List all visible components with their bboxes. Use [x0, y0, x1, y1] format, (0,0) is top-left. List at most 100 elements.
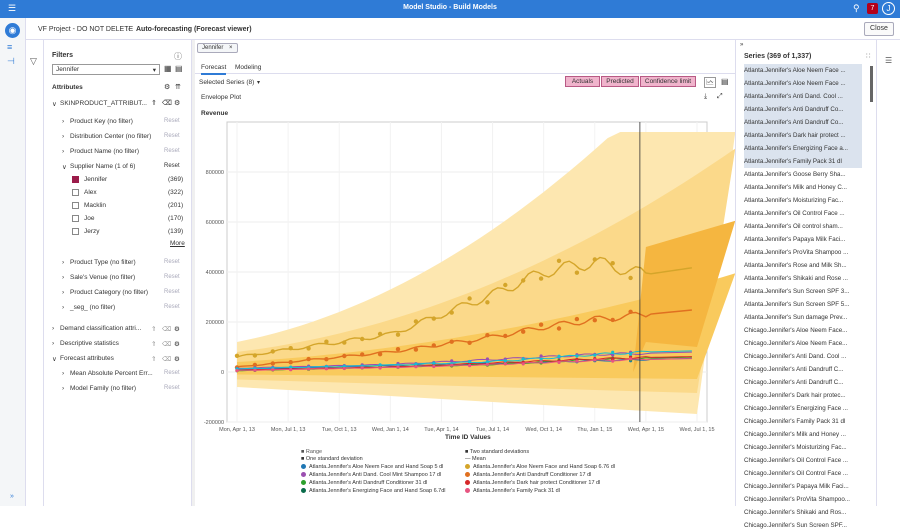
filter-supplier-name[interactable]: Supplier Name (1 of 6) — [70, 163, 136, 170]
series-list-item[interactable]: Atlanta.Jennifer's Goose Berry Sha... — [744, 171, 846, 178]
checkbox[interactable] — [72, 215, 79, 222]
search-icon[interactable]: ⚲ — [853, 3, 860, 13]
supplier-option[interactable]: Alex — [72, 189, 97, 196]
series-list-item[interactable]: Chicago.Jennifer's Sun Screen SPF... — [744, 522, 847, 529]
selected-series-dropdown[interactable]: Selected Series (8) — [199, 79, 255, 86]
legend-item[interactable]: Atlanta.Jennifer's Dark hair protect Con… — [465, 480, 600, 486]
scrollbar[interactable] — [870, 66, 873, 102]
reset-link[interactable]: Reset — [164, 370, 180, 376]
legend-item[interactable]: Atlanta.Jennifer's Anti Dand. Cool Mint … — [301, 472, 441, 478]
chevron-right-icon[interactable]: › — [62, 289, 65, 296]
reset-link[interactable]: Reset — [164, 385, 180, 391]
chevron-down-icon[interactable]: ∨ — [52, 356, 57, 363]
series-list-item[interactable]: Atlanta.Jennifer's Shikaki and Rose ... — [744, 275, 849, 282]
chart-type-icon[interactable]: 🗠 — [704, 77, 717, 88]
tab-modeling[interactable]: Modeling — [235, 64, 262, 71]
more-link[interactable]: More — [170, 240, 185, 247]
filter-item[interactable]: Distribution Center (no filter) — [70, 133, 152, 140]
move-up-icon[interactable]: ⇑ — [151, 341, 157, 348]
reset-link[interactable]: Reset — [164, 259, 180, 265]
series-list-item[interactable]: Atlanta.Jennifer's ProVita Shampoo ... — [744, 249, 849, 256]
chevron-right-icon[interactable]: › — [62, 259, 65, 266]
legend-item[interactable]: Atlanta.Jennifer's Aloe Neem Face and Ha… — [465, 464, 615, 470]
chevron-right-icon[interactable]: › — [62, 304, 65, 311]
series-list-item[interactable]: Atlanta.Jennifer's Sun Screen SPF 3... — [744, 288, 850, 295]
filter-item[interactable]: Model Family (no filter) — [70, 385, 137, 392]
settings-icon[interactable]: ⚙ — [174, 326, 180, 333]
settings-icon[interactable]: ⚙ — [174, 341, 180, 348]
series-list-item[interactable]: Atlanta.Jennifer's Moisturizing Fac... — [744, 197, 844, 204]
series-list-item[interactable]: Atlanta.Jennifer's Energizing Face a... — [744, 142, 862, 155]
grid-icon[interactable]: ∷ — [866, 53, 871, 60]
data-icon[interactable]: ◉ — [5, 23, 20, 38]
series-list-item[interactable]: Chicago.Jennifer's Dark hair protec... — [744, 392, 846, 399]
supplier-option[interactable]: Macklin — [72, 202, 106, 209]
attribute-group[interactable]: Demand classification attri... — [60, 325, 142, 332]
series-list-item[interactable]: Atlanta.Jennifer's Rose and Milk Sh... — [744, 262, 847, 269]
settings-icon[interactable]: ⚙ — [174, 356, 180, 363]
chevron-right-icon[interactable]: › — [62, 148, 65, 155]
checkbox[interactable] — [72, 176, 79, 183]
legend-item[interactable]: Atlanta.Jennifer's Aloe Neem Face and Ha… — [301, 464, 443, 470]
series-list-item[interactable]: Atlanta.Jennifer's Sun Screen SPF 5... — [744, 301, 850, 308]
move-up-icon[interactable]: ⇑ — [151, 100, 157, 107]
close-icon[interactable]: × — [229, 45, 233, 51]
series-list-item[interactable]: Chicago.Jennifer's Aloe Neem Face... — [744, 327, 848, 334]
maximize-icon[interactable]: ⤢ — [717, 93, 723, 100]
series-1[interactable] — [234, 309, 692, 370]
chevron-right-icon[interactable]: › — [52, 325, 55, 332]
chevron-right-icon[interactable]: › — [62, 274, 65, 281]
confidence-limit-pill[interactable]: Confidence limit — [640, 76, 696, 87]
series-list-item[interactable]: Chicago.Jennifer's Shikaki and Ros... — [744, 509, 847, 516]
model-icon[interactable]: ⊣ — [7, 56, 15, 66]
chart-options-icon[interactable]: ▤ — [721, 77, 729, 86]
series-list-item[interactable]: Chicago.Jennifer's Moisturizing Fac... — [744, 444, 847, 451]
supplier-option[interactable]: Joe — [72, 215, 94, 222]
clear-icon[interactable]: ⌫ — [162, 100, 172, 107]
supplier-option[interactable]: Jerzy — [72, 228, 100, 235]
filter-item[interactable]: Product Key (no filter) — [70, 118, 133, 125]
clear-icon[interactable]: ⌫ — [162, 326, 172, 333]
series-list-item[interactable]: Atlanta.Jennifer's Papaya Milk Faci... — [744, 236, 846, 243]
series-list-item[interactable]: Atlanta.Jennifer's Aloe Neem Face ... — [744, 77, 862, 90]
group-skinproduct[interactable]: SKINPRODUCT_ATTRIBUT... — [60, 100, 147, 107]
filter-item[interactable]: Product Name (no filter) — [70, 148, 139, 155]
series-list-item[interactable]: Chicago.Jennifer's Oil Control Face ... — [744, 457, 849, 464]
attribute-group[interactable]: Descriptive statistics — [60, 340, 119, 347]
legend-item[interactable]: Atlanta.Jennifer's Anti Dandruff Conditi… — [465, 472, 591, 478]
close-button[interactable]: Close — [864, 22, 894, 36]
series-list-item[interactable]: Atlanta.Jennifer's Sun damage Prev... — [744, 314, 848, 321]
filter-select[interactable]: Jennifer ▾ — [52, 64, 160, 75]
filter-item[interactable]: _seg_ (no filter) — [70, 304, 116, 311]
tab-forecast[interactable]: Forecast — [201, 64, 227, 75]
chevron-right-icon[interactable]: › — [62, 133, 65, 140]
actuals-pill[interactable]: Actuals — [565, 76, 600, 87]
attribute-group[interactable]: Forecast attributes — [60, 355, 114, 362]
reset-link[interactable]: Reset — [164, 163, 180, 169]
filter-item[interactable]: Mean Absolute Percent Err... — [70, 370, 153, 377]
panel-divider[interactable] — [192, 40, 195, 506]
series-list-item[interactable]: Chicago.Jennifer's Energizing Face ... — [744, 405, 849, 412]
clear-icon[interactable]: ⌫ — [162, 341, 172, 348]
series-list-item[interactable]: Atlanta.Jennifer's Anti Dand. Cool ... — [744, 90, 862, 103]
series-list-item[interactable]: Atlanta.Jennifer's Anti Dandruff Co... — [744, 103, 862, 116]
filter-item[interactable]: Product Type (no filter) — [70, 259, 136, 266]
series-list-item[interactable]: Chicago.Jennifer's Anti Dandruff C... — [744, 379, 844, 386]
checkbox[interactable] — [72, 189, 79, 196]
breadcrumb-project[interactable]: VF Project - DO NOT DELETE — [38, 26, 134, 33]
settings-icon[interactable]: ⚙ — [174, 100, 181, 107]
series-list-item[interactable]: Atlanta.Jennifer's Dark hair protect ... — [744, 129, 862, 142]
save-filter-icon[interactable]: ▦ — [164, 64, 172, 73]
chevron-right-icon[interactable]: › — [62, 118, 65, 125]
expand-icon[interactable]: » — [10, 493, 14, 500]
supplier-option[interactable]: Jennifer — [72, 176, 107, 183]
help-icon[interactable]: ⓘ — [174, 52, 182, 61]
chevron-down-icon[interactable]: ∨ — [62, 164, 67, 171]
chevron-right-icon[interactable]: › — [62, 385, 65, 392]
move-up-icon[interactable]: ⇑ — [151, 326, 157, 333]
filter-item[interactable]: Product Category (no filter) — [70, 289, 149, 296]
series-0[interactable] — [234, 256, 692, 358]
move-up-icon[interactable]: ⇑ — [151, 356, 157, 363]
series-list-item[interactable]: Atlanta.Jennifer's Family Pack 31 dl — [744, 155, 862, 168]
